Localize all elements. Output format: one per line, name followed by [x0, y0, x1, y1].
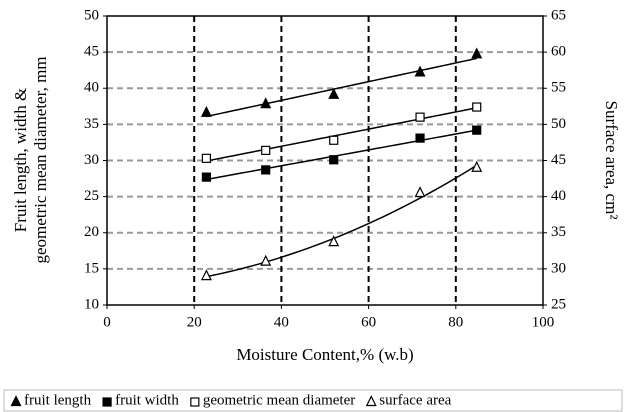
data-point — [328, 87, 340, 99]
plot-frame — [106, 15, 544, 306]
data-point — [200, 105, 212, 117]
legend-label: fruit width — [115, 392, 179, 408]
legend-marker — [190, 397, 200, 407]
x-tick-label: 20 — [187, 314, 202, 330]
y2-tick-label: 50 — [551, 116, 566, 132]
y2-tick-label: 65 — [551, 7, 566, 23]
y-tick-label: 35 — [84, 116, 99, 132]
data-point — [471, 47, 483, 59]
data-point — [414, 186, 426, 198]
data-point — [415, 112, 425, 122]
data-point — [329, 155, 339, 165]
data-point — [329, 135, 339, 145]
data-point — [260, 254, 272, 266]
trendline — [206, 164, 478, 278]
y-tick-label: 40 — [84, 80, 99, 96]
data-point — [261, 165, 271, 175]
y2-tick-label: 45 — [551, 152, 566, 168]
y2-tick-label: 35 — [551, 224, 566, 240]
legend-marker — [10, 395, 22, 407]
data-point — [328, 235, 340, 247]
data-point — [200, 269, 212, 281]
data-point — [472, 125, 482, 135]
trendline — [206, 129, 477, 181]
y-tick-label: 15 — [84, 260, 99, 276]
data-point — [472, 102, 482, 112]
data-point — [471, 160, 483, 172]
y-tick-label: 25 — [84, 188, 99, 204]
x-axis-title: Moisture Content,% (w.b) — [236, 345, 413, 364]
y2-tick-label: 55 — [551, 80, 566, 96]
legend-label: geometric mean diameter — [203, 392, 355, 408]
y-tick-label: 50 — [84, 7, 99, 23]
x-tick-label: 40 — [274, 314, 289, 330]
legend-marker — [365, 395, 377, 407]
y-tick-label: 10 — [84, 296, 99, 312]
data-point — [261, 145, 271, 155]
data-point — [415, 133, 425, 143]
y-tick-label: 45 — [84, 44, 99, 60]
y2-tick-label: 30 — [551, 260, 566, 276]
y-tick-label: 20 — [84, 224, 99, 240]
data-point — [414, 65, 426, 77]
data-point — [201, 153, 212, 163]
legend-label: fruit length — [24, 392, 92, 408]
y2-axis-title: Surface area, cm² — [602, 101, 621, 220]
data-point — [201, 172, 212, 182]
x-tick-label: 100 — [532, 314, 555, 330]
legend-marker — [102, 397, 112, 407]
trendline — [206, 107, 477, 162]
x-tick-label: 80 — [448, 314, 463, 330]
trendline — [206, 57, 477, 118]
y2-tick-label: 60 — [551, 44, 566, 60]
y-axis-title: geometric mean diameter, mm — [31, 56, 50, 263]
x-tick-label: 0 — [103, 314, 111, 330]
x-tick-label: 60 — [361, 314, 376, 330]
y-tick-label: 30 — [84, 152, 99, 168]
y2-tick-label: 40 — [551, 188, 566, 204]
legend-label: surface area — [379, 392, 451, 408]
legend-box — [3, 389, 623, 412]
data-point — [260, 97, 272, 109]
y2-tick-label: 25 — [551, 296, 566, 312]
y-axis-title: Fruit length, width & — [11, 88, 30, 233]
